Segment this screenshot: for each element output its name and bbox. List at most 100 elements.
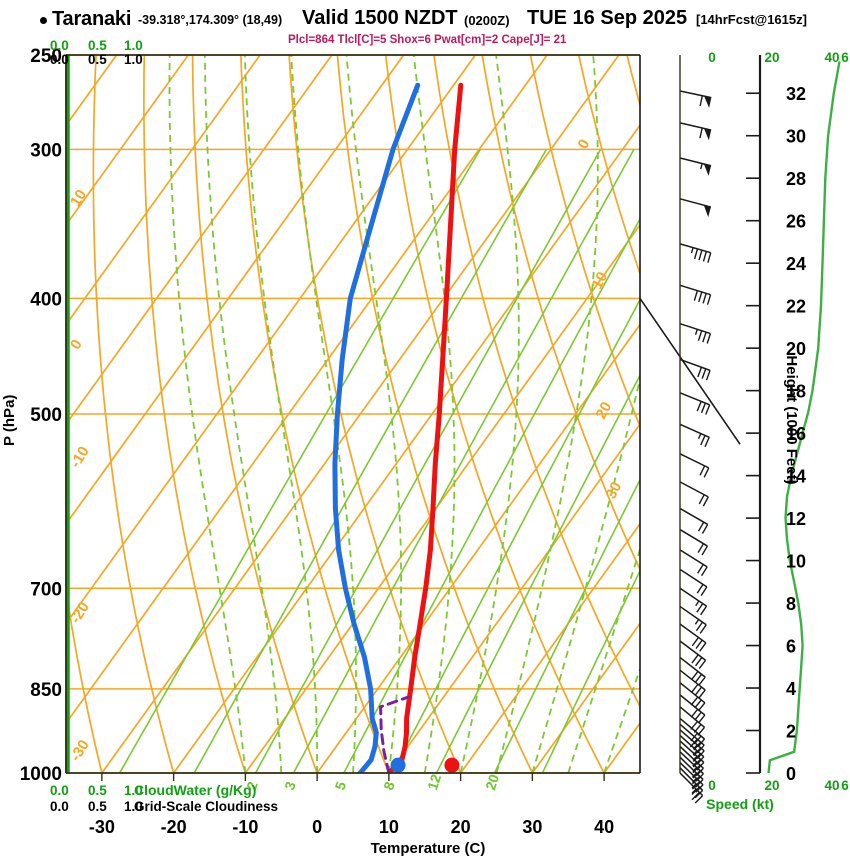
wind-barb-shaft xyxy=(679,740,705,763)
cloudwater-scale-top: 0.0 0.5 1.0 0.0 0.5 1.0 xyxy=(50,38,143,67)
wind-barb-full xyxy=(692,764,701,774)
speed-axis-label: Speed (kt) xyxy=(706,796,774,812)
wind-barb-shaft xyxy=(679,481,709,498)
pressure-tick-label: 250 xyxy=(30,46,62,67)
wind-barb-full xyxy=(697,714,706,724)
wind-barb-full xyxy=(705,370,711,381)
cloudwater-tick-bottom: 0.0 xyxy=(50,783,69,798)
temperature-tick-label: 20 xyxy=(451,817,471,837)
wind-barb-full xyxy=(690,708,699,718)
wind-barb-shaft xyxy=(679,587,707,607)
height-tick-label: 14 xyxy=(786,467,806,487)
wind-barb-full xyxy=(691,775,701,785)
cloudiness-tick-bottom: 0.0 xyxy=(50,799,69,814)
wind-barb-shaft xyxy=(679,723,705,746)
wind-barb-shaft xyxy=(679,453,710,469)
height-tick-label: 26 xyxy=(786,212,806,232)
wind-barb-full xyxy=(698,291,703,303)
wind-barb-full xyxy=(696,583,704,594)
wind-barb-shaft xyxy=(679,745,704,769)
wind-barb-full xyxy=(691,781,701,790)
mixing-ratio-lines xyxy=(118,148,640,773)
speed-tick-bottom: 6 xyxy=(841,778,849,793)
cloudwater-tick-bottom: 0.5 xyxy=(88,783,107,798)
speed-tick-top: 20 xyxy=(764,50,779,65)
valid-date: TUE 16 Sep 2025 xyxy=(527,7,688,29)
wind-barb-panel xyxy=(679,55,712,804)
wind-barb-full xyxy=(697,726,706,736)
wind-barb-shaft xyxy=(679,756,704,780)
wind-barb-full xyxy=(693,290,699,301)
cloudwater-tick-top: 0.5 xyxy=(88,38,107,53)
valid-time-label: Valid 1500 NZDT xyxy=(302,7,458,29)
wind-barb-shaft xyxy=(679,669,706,691)
wind-barb-full xyxy=(701,368,707,379)
wind-barb-half xyxy=(690,247,694,254)
height-tick-label: 2 xyxy=(786,722,796,742)
saturated-adiabat-lines xyxy=(168,55,640,773)
station-coordinates: -39.318°,174.309° (18,49) xyxy=(138,13,283,27)
wind-barb-full xyxy=(695,784,704,793)
cloudwater-tick-top: 0.0 xyxy=(50,38,69,53)
height-tick-label: 4 xyxy=(786,679,796,699)
wind-barb-full xyxy=(697,521,705,532)
parcel-path-curve xyxy=(379,695,409,773)
wind-barb-full xyxy=(699,642,707,652)
dry-adiabat-label: 10 xyxy=(67,187,90,210)
wind-barb-full xyxy=(696,750,705,760)
cloudiness-tick-bottom: 0.5 xyxy=(88,799,107,814)
isotherm-label: 20 xyxy=(593,399,616,422)
height-axis-label: Height (1000 Feet) xyxy=(783,355,800,484)
wind-barb-full xyxy=(690,732,699,742)
wind-barb-full xyxy=(698,676,706,686)
station-marker-dot xyxy=(40,17,47,24)
forecast-note: [14hrFcst@1615z] xyxy=(696,12,807,27)
height-tick-label: 10 xyxy=(786,552,806,572)
temperature-tick-labels: -30 -20 -10 0 10 20 30 40 xyxy=(89,773,614,837)
cloudiness-tick-top: 1.0 xyxy=(124,52,143,67)
cloudiness-tick-top: 0.0 xyxy=(50,52,69,67)
height-tick-label: 0 xyxy=(786,764,796,784)
wind-barb-full xyxy=(695,657,703,667)
wind-barb-shaft xyxy=(679,528,708,547)
wind-barb-full xyxy=(695,767,704,777)
wind-barb-full xyxy=(695,621,704,632)
surface-markers xyxy=(390,757,460,773)
wind-barb-full xyxy=(693,735,702,745)
wind-barb-half xyxy=(692,755,698,761)
wind-barb-shaft xyxy=(679,623,707,644)
wind-barb-full xyxy=(704,436,710,448)
wind-barb-full xyxy=(696,761,705,771)
wind-barb-full xyxy=(690,683,699,693)
speed-tick-bottom: 40 xyxy=(824,778,839,793)
wind-barb-half xyxy=(694,619,700,625)
wind-barb-full xyxy=(698,249,703,261)
wind-barb-full xyxy=(699,95,703,107)
cloudiness-axis-label: Grid-Scale Cloudiness xyxy=(134,799,278,814)
mixing-ratio-label: 12 xyxy=(424,772,444,792)
wind-barb-full xyxy=(690,720,699,730)
wind-barb-shaft xyxy=(679,549,708,568)
wind-barb-full xyxy=(702,293,707,304)
header: Taranaki -39.318°,174.309° (18,49) Valid… xyxy=(0,0,850,32)
pressure-tick-labels: 250 300 400 500 700 850 1000 xyxy=(20,46,62,785)
grid-layer xyxy=(66,54,640,774)
wind-barb-half xyxy=(691,783,697,789)
height-tick-label: 32 xyxy=(786,84,806,104)
wind-barb-full xyxy=(697,738,706,748)
dry-adiabat-lines xyxy=(66,55,640,773)
wind-barb-full xyxy=(697,702,706,712)
wind-barb-full xyxy=(694,711,702,721)
wind-barb-full xyxy=(693,248,699,260)
wind-barb-shaft xyxy=(679,358,711,372)
speed-tick-bottom: 20 xyxy=(764,778,779,793)
wind-barb-full xyxy=(696,401,702,412)
pressure-axis-label: P (hPa) xyxy=(1,395,18,446)
wind-barb-pennant xyxy=(703,205,711,218)
wind-barb-full xyxy=(696,756,705,766)
wind-barb-shaft xyxy=(679,243,711,254)
temperature-tick-label: -20 xyxy=(161,817,187,837)
temperature-tick-label: 10 xyxy=(379,817,399,837)
